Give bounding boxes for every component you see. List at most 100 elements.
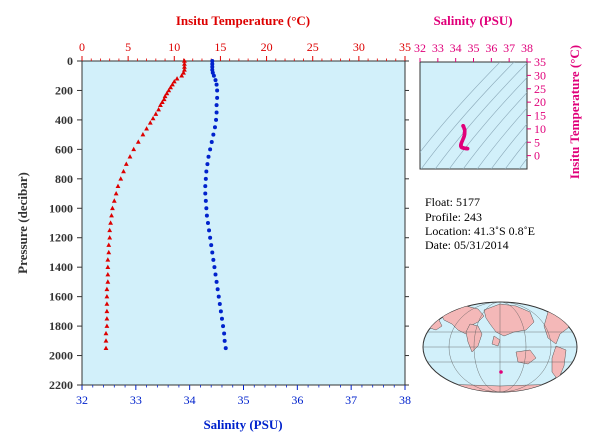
temperature-point (181, 70, 186, 75)
temperature-point (164, 90, 170, 96)
salinity-point (207, 228, 212, 233)
salinity-point (211, 257, 216, 262)
pressure-tick-label: 1000 (49, 201, 73, 215)
temperature-point (166, 87, 172, 93)
salinity-point (219, 316, 224, 321)
ts-sal-tick-label: 35 (468, 41, 480, 55)
temperature-point (103, 330, 109, 336)
temperature-point (171, 79, 177, 84)
float-info: Float: 5177 Profile: 243 Location: 41.3˚… (425, 195, 535, 252)
temperature-series (103, 58, 187, 350)
pressure-tick-label: 0 (67, 54, 73, 68)
salinity-point (214, 117, 219, 122)
temperature-point (150, 115, 156, 121)
salinity-point (204, 213, 209, 218)
salinity-point (209, 243, 214, 248)
pressure-tick-label: 1200 (49, 231, 73, 245)
date: Date: 05/31/2014 (425, 238, 509, 252)
pressure-tick-label: 1400 (49, 260, 73, 274)
salinity-point (216, 294, 221, 299)
profile-number: Profile: 243 (425, 210, 482, 224)
sal-tick-label: 36 (291, 393, 303, 407)
profile-ticks: 0 5 10 15 20 25 30 35 32 33 34 35 36 37 38 0 200 400 600 80… (49, 40, 411, 407)
sal-tick-label: 38 (399, 393, 411, 407)
temperature-point (105, 264, 111, 269)
temperature-point (109, 213, 114, 218)
temperature-point (182, 58, 187, 63)
temperature-point (140, 132, 146, 137)
salinity-point (211, 73, 216, 78)
temperature-point (106, 242, 112, 247)
profile-plot-area (81, 60, 406, 386)
temperature-point (179, 73, 185, 78)
salinity-axis-title: Salinity (PSU) (203, 417, 282, 432)
temp-tick-label: 20 (261, 40, 273, 54)
temperature-point (156, 107, 161, 112)
pressure-tick-label: 200 (55, 83, 73, 97)
salinity-point (203, 176, 208, 181)
salinity-point (214, 279, 219, 284)
ts-density-contours (420, 62, 527, 169)
salinity-point (204, 169, 209, 174)
temperature-point (106, 249, 112, 255)
temperature-point (159, 99, 165, 105)
temperature-point (118, 176, 124, 181)
profile-chart: 0 5 10 15 20 25 30 35 32 33 34 35 36 37 38 0 200 400 600 80… (15, 13, 411, 432)
salinity-point (210, 61, 215, 66)
temperature-point (168, 84, 173, 90)
salinity-series (203, 59, 228, 351)
salinity-point (217, 302, 222, 306)
temperature-point (104, 286, 110, 292)
ts-contour-line (462, 92, 527, 169)
ts-sal-tick-label: 38 (521, 41, 533, 55)
temperature-point (158, 102, 163, 107)
temp-tick-label: 35 (399, 40, 411, 54)
ts-point (465, 146, 470, 151)
temperature-point (131, 146, 137, 152)
temperature-point (105, 279, 111, 284)
salinity-point (203, 184, 208, 189)
temperature-point (135, 139, 141, 144)
ts-temp-tick-label: 5 (534, 135, 540, 149)
sal-tick-label: 37 (345, 393, 357, 407)
salinity-point (212, 265, 217, 270)
pressure-tick-label: 1600 (49, 290, 73, 304)
ts-sal-tick-label: 37 (503, 41, 515, 55)
salinity-point (222, 338, 227, 343)
salinity-point (203, 198, 208, 203)
temperature-point (182, 67, 187, 72)
temperature-point (115, 183, 121, 188)
ts-temp-tick-label: 25 (534, 82, 546, 96)
pressure-tick-label: 400 (55, 113, 73, 127)
ts-sal-tick-label: 36 (485, 41, 497, 55)
temperature-point (108, 220, 114, 225)
temperature-point (104, 323, 110, 328)
temperature-point (105, 271, 111, 277)
temperature-point (144, 126, 149, 131)
temp-tick-label: 25 (307, 40, 319, 54)
temperature-point (153, 111, 159, 116)
temperature-point (174, 76, 180, 81)
temp-tick-label: 5 (125, 40, 131, 54)
salinity-point (214, 82, 219, 87)
salinity-point (211, 132, 216, 137)
temperature-point (121, 168, 126, 174)
salinity-point (205, 162, 210, 167)
temperature-point (110, 205, 115, 211)
salinity-point (222, 331, 227, 336)
ts-contour-line (490, 123, 527, 169)
ts-temp-tick-label: 10 (534, 122, 546, 136)
ts-series (459, 124, 470, 151)
temperature-axis-title: Insitu Temperature (°C) (176, 13, 310, 28)
pressure-tick-label: 1800 (49, 319, 73, 333)
ts-sal-tick-label: 34 (450, 41, 462, 55)
pressure-tick-label: 2000 (49, 349, 73, 363)
temperature-point (104, 301, 110, 306)
ts-sal-tick-label: 32 (414, 41, 426, 55)
temperature-point (111, 198, 117, 203)
temperature-point (107, 235, 113, 240)
map-graticule (423, 302, 577, 392)
temperature-point (162, 93, 168, 99)
